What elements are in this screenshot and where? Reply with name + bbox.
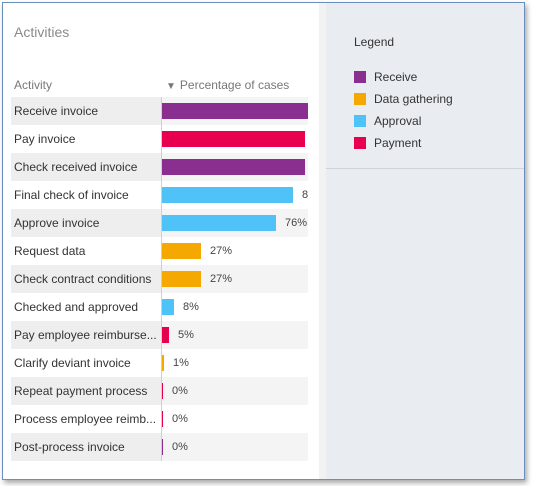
- percentage-cell: 0%: [161, 377, 308, 405]
- activities-panel: Activities Activity ▼ Percentage of cases…: [3, 3, 319, 479]
- percentage-label: 76%: [285, 217, 308, 229]
- percentage-cell: [161, 125, 308, 153]
- percentage-bar: [162, 327, 169, 343]
- legend-label: Payment: [374, 136, 422, 150]
- table-row[interactable]: Clarify deviant invoice 1%: [11, 349, 308, 377]
- column-header-percentage[interactable]: ▼ Percentage of cases: [166, 78, 289, 92]
- percentage-bar: [162, 243, 201, 259]
- activity-name: Pay invoice: [14, 132, 76, 146]
- legend-swatch: [354, 137, 366, 149]
- percentage-cell: 0%: [161, 405, 308, 433]
- percentage-bar: [162, 271, 201, 287]
- percentage-cell: [161, 97, 308, 125]
- table-row[interactable]: Post-process invoice 0%: [11, 433, 308, 461]
- percentage-cell: 5%: [161, 321, 308, 349]
- activity-name: Final check of invoice: [14, 188, 129, 202]
- table-row[interactable]: Pay invoice: [11, 125, 308, 153]
- activity-name: Process employee reimb...: [14, 412, 157, 426]
- percentage-bar: [162, 131, 305, 147]
- percentage-bar: [162, 215, 276, 231]
- activity-name: Post-process invoice: [14, 440, 125, 454]
- percentage-label: 8%: [183, 301, 199, 313]
- percentage-bar: [162, 411, 163, 427]
- legend-panel: Legend Receive Data gathering Approval Paym…: [326, 3, 524, 479]
- activity-name: Approve invoice: [14, 216, 100, 230]
- activity-name: Clarify deviant invoice: [14, 356, 131, 370]
- percentage-cell: 8%: [161, 293, 308, 321]
- legend-swatch: [354, 93, 366, 105]
- activity-name: Repeat payment process: [14, 384, 148, 398]
- percentage-label: 0%: [172, 385, 188, 397]
- legend-divider: [326, 168, 524, 169]
- legend-swatch: [354, 71, 366, 83]
- percentage-cell: [161, 153, 308, 181]
- percentage-label: 87: [302, 189, 308, 201]
- table-row[interactable]: Receive invoice: [11, 97, 308, 125]
- table-row[interactable]: Final check of invoice 87: [11, 181, 308, 209]
- percentage-bar: [162, 103, 308, 119]
- app-frame: Activities Activity ▼ Percentage of cases…: [2, 2, 525, 480]
- legend-label: Receive: [374, 70, 418, 84]
- column-header-activity[interactable]: Activity: [14, 78, 53, 92]
- percentage-bar: [162, 299, 174, 315]
- percentage-bar: [162, 187, 293, 203]
- activity-name: Checked and approved: [14, 300, 139, 314]
- percentage-cell: 87: [161, 181, 308, 209]
- table-row[interactable]: Checked and approved 8%: [11, 293, 308, 321]
- table-row[interactable]: Check received invoice: [11, 153, 308, 181]
- percentage-label: 5%: [178, 329, 194, 341]
- percentage-label: 27%: [210, 245, 233, 257]
- percentage-cell: 27%: [161, 237, 308, 265]
- activity-name: Request data: [14, 244, 86, 258]
- percentage-cell: 76%: [161, 209, 308, 237]
- percentage-label: 1%: [173, 357, 189, 369]
- activity-table: Receive invoice Pay invoice Check received…: [11, 97, 308, 461]
- percentage-label: 27%: [210, 273, 233, 285]
- percentage-cell: 27%: [161, 265, 308, 293]
- activity-name: Pay employee reimburse...: [14, 328, 157, 342]
- legend-label: Approval: [374, 114, 422, 128]
- percentage-cell: 0%: [161, 433, 308, 461]
- panel-splitter[interactable]: [319, 3, 326, 479]
- activity-name: Receive invoice: [14, 104, 99, 118]
- table-row[interactable]: Request data 27%: [11, 237, 308, 265]
- column-header-percentage-label: Percentage of cases: [179, 78, 290, 92]
- activity-name: Check received invoice: [14, 160, 138, 174]
- table-row[interactable]: Approve invoice 76%: [11, 209, 308, 237]
- table-row[interactable]: Process employee reimb... 0%: [11, 405, 308, 433]
- table-row[interactable]: Check contract conditions 27%: [11, 265, 308, 293]
- legend-swatch: [354, 115, 366, 127]
- percentage-bar: [162, 383, 163, 399]
- activity-name: Check contract conditions: [14, 272, 152, 286]
- percentage-label: 0%: [172, 413, 188, 425]
- panel-title: Activities: [14, 24, 70, 40]
- table-row[interactable]: Repeat payment process 0%: [11, 377, 308, 405]
- table-row[interactable]: Pay employee reimburse... 5%: [11, 321, 308, 349]
- percentage-label: 0%: [172, 441, 188, 453]
- table-header: Activity ▼ Percentage of cases: [11, 76, 307, 96]
- percentage-bar: [162, 355, 164, 371]
- percentage-bar: [162, 439, 163, 455]
- legend-label: Data gathering: [374, 92, 453, 106]
- percentage-cell: 1%: [161, 349, 308, 377]
- legend-title: Legend: [354, 35, 395, 49]
- sort-descending-icon: ▼: [166, 81, 176, 92]
- percentage-bar: [162, 159, 305, 175]
